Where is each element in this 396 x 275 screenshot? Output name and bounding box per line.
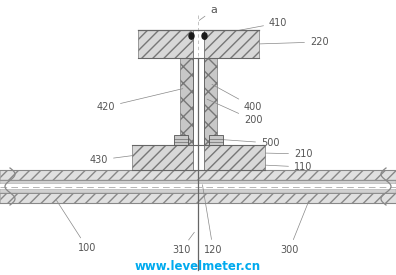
Bar <box>173 135 187 145</box>
Bar <box>0 193 396 203</box>
Text: 500: 500 <box>216 138 280 148</box>
Text: 300: 300 <box>280 200 309 255</box>
Text: a: a <box>199 5 217 20</box>
Text: 420: 420 <box>97 89 183 112</box>
Ellipse shape <box>202 33 207 39</box>
Bar <box>137 30 192 58</box>
Text: 430: 430 <box>89 150 173 165</box>
Bar <box>179 58 192 170</box>
Bar <box>0 184 396 189</box>
Text: 210: 210 <box>265 149 312 159</box>
Text: 120: 120 <box>202 185 223 255</box>
Text: 200: 200 <box>207 99 263 125</box>
Bar <box>209 135 223 145</box>
Text: 110: 110 <box>265 162 312 172</box>
Bar <box>192 30 204 170</box>
Bar <box>0 189 396 193</box>
Bar <box>204 58 217 170</box>
Text: 100: 100 <box>57 200 96 253</box>
Text: 410: 410 <box>211 18 287 35</box>
Text: www.levelmeter.cn: www.levelmeter.cn <box>135 260 261 274</box>
Bar <box>204 145 265 170</box>
Bar <box>131 145 192 170</box>
Ellipse shape <box>189 33 194 39</box>
Bar <box>204 30 259 58</box>
Text: 400: 400 <box>212 84 263 112</box>
Text: 310: 310 <box>172 232 194 255</box>
Bar <box>0 170 396 180</box>
Text: 220: 220 <box>259 37 329 47</box>
Bar <box>0 180 396 184</box>
